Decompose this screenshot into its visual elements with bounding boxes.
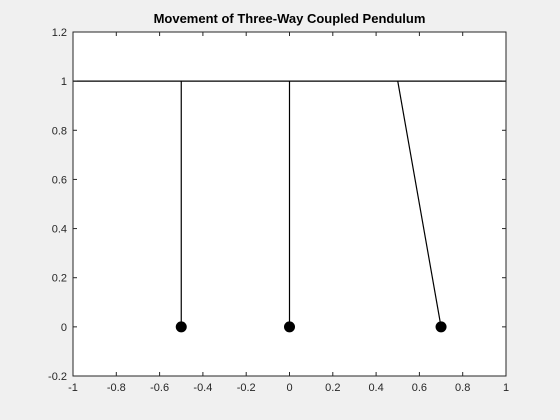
y-tick-label: 0 [61, 322, 67, 334]
x-tick-label: -0.8 [107, 382, 126, 394]
y-tick-label: 0.6 [52, 174, 67, 186]
y-tick-label: 0.2 [52, 273, 67, 285]
y-tick-label: 0.4 [52, 224, 67, 236]
pendulum-bob-1 [175, 321, 187, 333]
x-tick-label: 0.6 [412, 382, 427, 394]
y-tick-label: -0.2 [48, 371, 67, 383]
chart-title: Movement of Three-Way Coupled Pendulum [154, 11, 426, 26]
x-tick-label: 0.2 [325, 382, 340, 394]
pendulum-bob-3 [435, 321, 447, 333]
x-tick-label: 0.8 [455, 382, 470, 394]
y-axis-ticks: -0.2 0 0.2 0.4 0.6 0.8 1 1.2 [48, 27, 506, 383]
pendulum-rod-3 [397, 81, 442, 327]
pendulum-bob-2 [284, 321, 295, 333]
x-tick-label: -0.2 [237, 382, 256, 394]
y-tick-label: 1 [61, 76, 67, 88]
x-tick-label: 0.4 [368, 382, 383, 394]
y-tick-label: 0.8 [52, 125, 67, 137]
x-tick-label: 0 [286, 382, 292, 394]
y-tick-label: 1.2 [52, 27, 67, 39]
x-tick-label: -1 [68, 382, 78, 394]
x-tick-label: -0.4 [193, 382, 212, 394]
plot-layer [73, 80, 506, 333]
x-tick-label: 1 [503, 382, 509, 394]
axes-box [72, 31, 507, 377]
x-tick-label: -0.6 [150, 382, 169, 394]
